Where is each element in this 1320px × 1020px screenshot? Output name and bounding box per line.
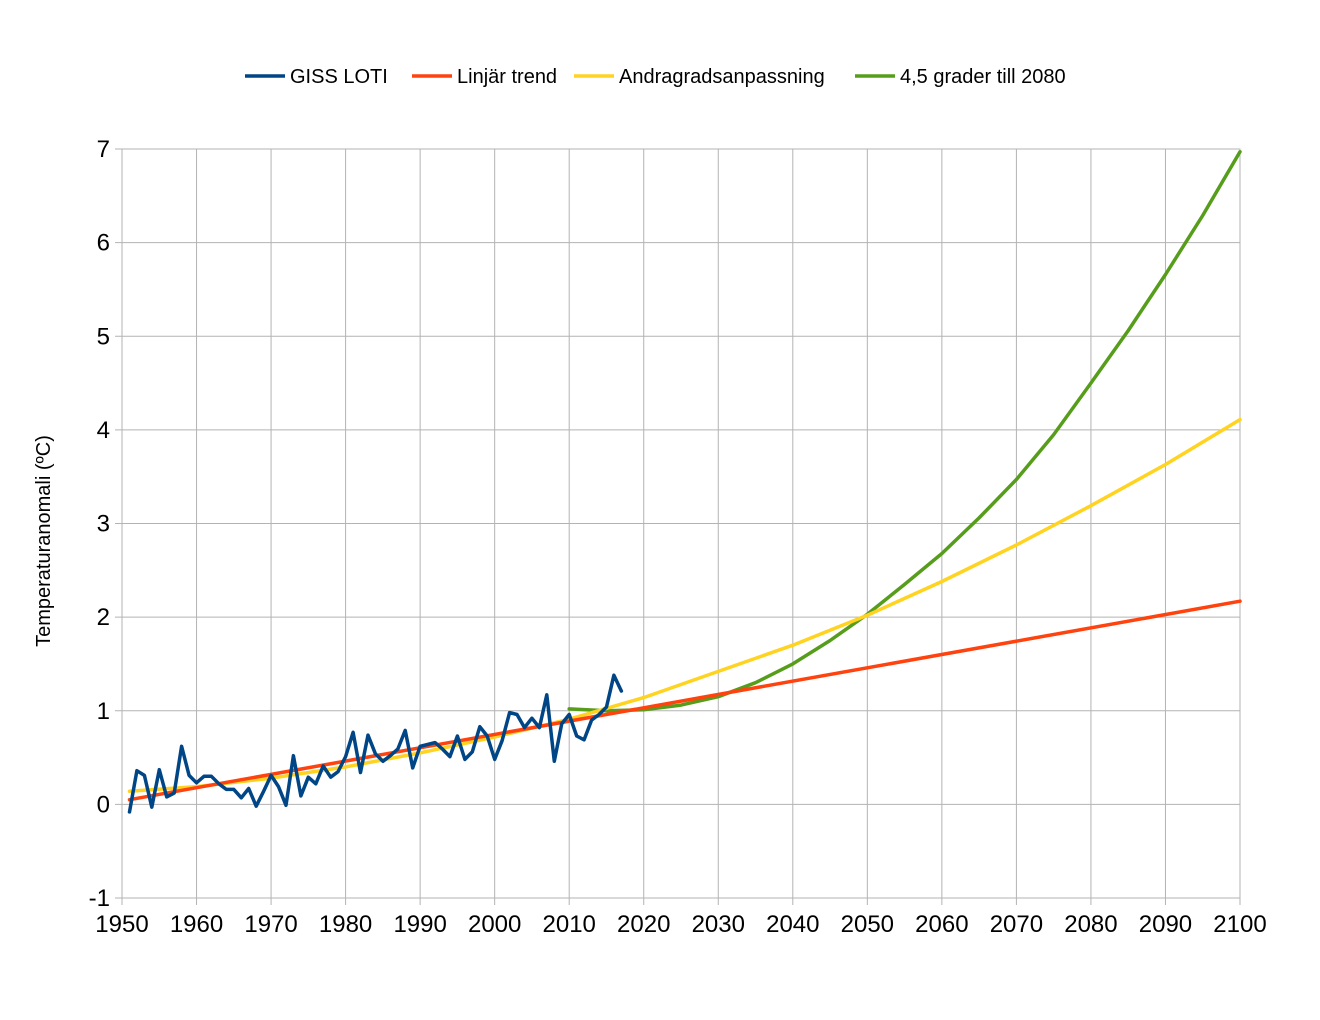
x-tick-label: 2020 xyxy=(617,911,670,938)
x-tick-label: 2040 xyxy=(766,911,819,938)
y-tick-label: 4 xyxy=(97,417,110,444)
y-tick-label: 5 xyxy=(97,323,110,350)
series-line-1 xyxy=(127,673,624,814)
x-tick-labels: 1950 1960 1970 1980 1990 2000 2010 2020 2030 2040… xyxy=(95,911,1266,938)
x-tick-label: 2030 xyxy=(692,911,745,938)
plot-area xyxy=(121,148,1241,899)
x-tick-label: 2000 xyxy=(468,911,521,938)
legend: GISS LOTI Linjär trend Andragradsanpassnin… xyxy=(245,66,1066,88)
x-tick-label: 2100 xyxy=(1213,911,1266,938)
x-tick-label: 2090 xyxy=(1139,911,1192,938)
legend-label: 4,5 grader till 2080 xyxy=(900,66,1066,88)
y-tick-label: 7 xyxy=(97,136,110,163)
x-tick-label: 2010 xyxy=(543,911,596,938)
y-tick-label: 2 xyxy=(97,604,110,631)
x-tick-label: 2050 xyxy=(841,911,894,938)
x-tick-label: 2060 xyxy=(915,911,968,938)
x-tick-label: 1960 xyxy=(170,911,223,938)
legend-label: Andragradsanpassning xyxy=(619,66,825,88)
legend-label: GISS LOTI xyxy=(290,66,388,88)
series-line-4 xyxy=(567,150,1242,713)
x-tick-label: 1980 xyxy=(319,911,372,938)
x-tick-label: 1950 xyxy=(95,911,148,938)
axes xyxy=(115,148,1241,905)
x-tick-label: 2080 xyxy=(1064,911,1117,938)
y-axis-label: Temperaturanomali (ºC) xyxy=(33,435,55,647)
y-tick-label: 6 xyxy=(97,230,110,257)
y-tick-label: 0 xyxy=(97,791,110,818)
x-tick-label: 2070 xyxy=(990,911,1043,938)
series-lines xyxy=(127,150,1242,814)
x-tick-label: 1990 xyxy=(393,911,446,938)
y-tick-label: 1 xyxy=(97,698,110,725)
y-tick-labels: -1 0 1 2 3 4 5 6 7 xyxy=(89,136,110,912)
legend-label: Linjär trend xyxy=(457,66,557,88)
series-line-3 xyxy=(127,417,1242,794)
x-tick-label: 1970 xyxy=(244,911,297,938)
y-tick-label: 3 xyxy=(97,511,110,538)
series-line-2 xyxy=(127,599,1242,802)
y-tick-label: -1 xyxy=(89,885,110,912)
